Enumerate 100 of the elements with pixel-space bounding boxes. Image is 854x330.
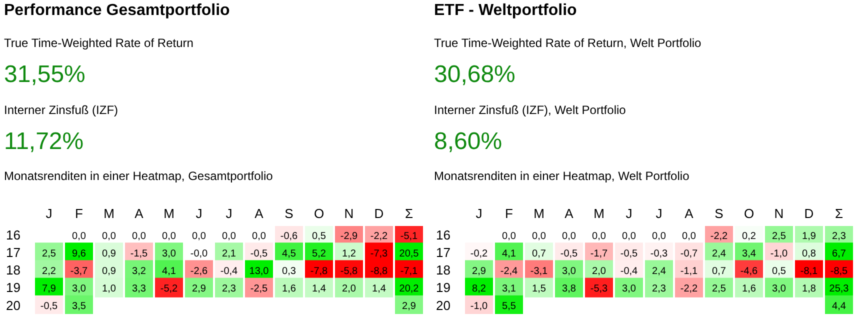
text: 31,55%: [4, 60, 86, 90]
x-tick-label: A: [134, 206, 144, 221]
data-label: 3,0: [772, 284, 786, 295]
x-tick-label: O: [744, 206, 754, 221]
data-label: -0,5: [560, 248, 578, 260]
data-label: 2,0: [342, 284, 356, 295]
x-tick-label: D: [804, 206, 814, 221]
data-label: 0,0: [652, 230, 666, 242]
data-label: 2,4: [652, 266, 666, 277]
data-label: 4,1: [162, 266, 176, 277]
data-label: 9,6: [72, 248, 86, 260]
data-label: 0,0: [562, 230, 576, 242]
x-tick-label: O: [314, 206, 324, 221]
x-tick-label: J: [46, 206, 52, 221]
y-tick-label: 19: [436, 280, 450, 296]
data-label: -7,1: [400, 266, 418, 277]
data-label: 0,0: [252, 230, 266, 242]
data-label: 4,1: [502, 248, 516, 260]
data-label: 0,0: [592, 230, 606, 242]
data-label: 1,6: [742, 284, 756, 295]
x-tick-label: A: [564, 206, 574, 221]
data-label: 20,5: [399, 248, 420, 260]
data-label: 3,0: [162, 248, 176, 260]
data-label: 3,0: [622, 284, 636, 295]
data-label: 2,5: [712, 284, 726, 295]
data-label: -2,2: [680, 284, 698, 295]
x-tick-label: J: [226, 206, 232, 221]
data-label: 2,3: [652, 284, 666, 295]
x-tick-label: Σ: [834, 206, 844, 221]
data-label: -0,0: [190, 248, 208, 260]
data-label: -2,2: [370, 230, 388, 242]
y-tick-label: 20: [436, 298, 450, 313]
text: 8,60%: [434, 127, 504, 157]
data-label: 2,9: [192, 284, 206, 295]
data-label: -5,2: [160, 284, 178, 295]
data-label: -0,2: [470, 248, 488, 260]
x-tick-label: S: [714, 206, 724, 221]
data-label: 3,8: [562, 284, 576, 295]
data-label: -1,7: [590, 248, 608, 260]
data-label: -5,8: [340, 266, 358, 277]
chart-subtitle: Monatsrenditen in einer Heatmap, Gesamtportfolio: [4, 168, 274, 185]
x-tick-label: J: [626, 206, 632, 221]
data-label: 1,9: [802, 230, 816, 242]
data-label: 2,9: [402, 301, 416, 312]
data-label: -0,7: [680, 248, 698, 260]
data-label: 0,7: [712, 266, 726, 277]
data-label: 0,0: [502, 230, 516, 242]
data-label: 2,2: [42, 266, 56, 277]
x-tick-label: A: [254, 206, 264, 221]
data-label: 20,2: [399, 284, 420, 295]
data-label: 3,2: [132, 266, 146, 277]
data-label: 2,5: [42, 248, 56, 260]
x-tick-label: M: [164, 206, 174, 221]
y-tick-label: 19: [6, 280, 20, 296]
data-label: -7,3: [370, 248, 388, 260]
x-tick-label: M: [104, 206, 114, 221]
data-label: 1,8: [802, 284, 816, 295]
y-tick-label: 17: [6, 245, 20, 260]
data-label: -1,1: [680, 266, 698, 277]
data-label: 2,1: [222, 248, 236, 260]
data-label: 1,2: [342, 248, 356, 260]
data-label: -5,3: [590, 284, 608, 295]
data-label: 5,2: [312, 248, 326, 260]
data-label: 4,5: [282, 248, 296, 260]
x-tick-label: M: [594, 206, 604, 221]
data-label: 0,3: [282, 266, 296, 277]
x-tick-label: S: [284, 206, 294, 221]
data-label: 0,5: [772, 266, 786, 277]
data-label: -7,8: [310, 266, 328, 277]
y-tick-label: 18: [436, 262, 450, 278]
data-label: -3,7: [70, 266, 88, 277]
text: 30,68%: [434, 60, 516, 90]
data-label: 0,2: [742, 230, 756, 242]
data-label: 6,7: [832, 248, 846, 260]
data-label: -0,5: [620, 248, 638, 260]
data-label: -4,6: [740, 266, 758, 277]
data-label: 0,7: [532, 248, 546, 260]
data-label: -1,5: [130, 248, 148, 260]
data-label: 0,0: [622, 230, 636, 242]
data-label: 0,0: [532, 230, 546, 242]
data-label: 0,0: [162, 230, 176, 242]
data-label: -8,8: [370, 266, 388, 277]
data-label: 5,5: [502, 301, 516, 312]
y-tick-label: 20: [6, 298, 20, 313]
data-label: -3,1: [530, 266, 548, 277]
data-label: 4,4: [832, 301, 846, 312]
y-tick-label: 17: [436, 245, 450, 260]
data-label: 13,0: [249, 266, 270, 277]
text: True Time-Weighted Rate of Return: [4, 35, 194, 52]
data-label: 2,0: [592, 266, 606, 277]
text: True Time-Weighted Rate of Return, Welt Portfolio: [434, 35, 702, 52]
y-tick-label: 16: [6, 227, 20, 242]
data-label: 0,0: [192, 230, 206, 242]
x-tick-label: D: [374, 206, 384, 221]
x-tick-label: N: [774, 206, 784, 221]
data-label: 0,0: [132, 230, 146, 242]
data-label: -1,0: [770, 248, 788, 260]
text: 11,72%: [4, 127, 85, 157]
y-tick-label: 18: [6, 262, 20, 278]
data-label: 1,0: [102, 284, 116, 295]
